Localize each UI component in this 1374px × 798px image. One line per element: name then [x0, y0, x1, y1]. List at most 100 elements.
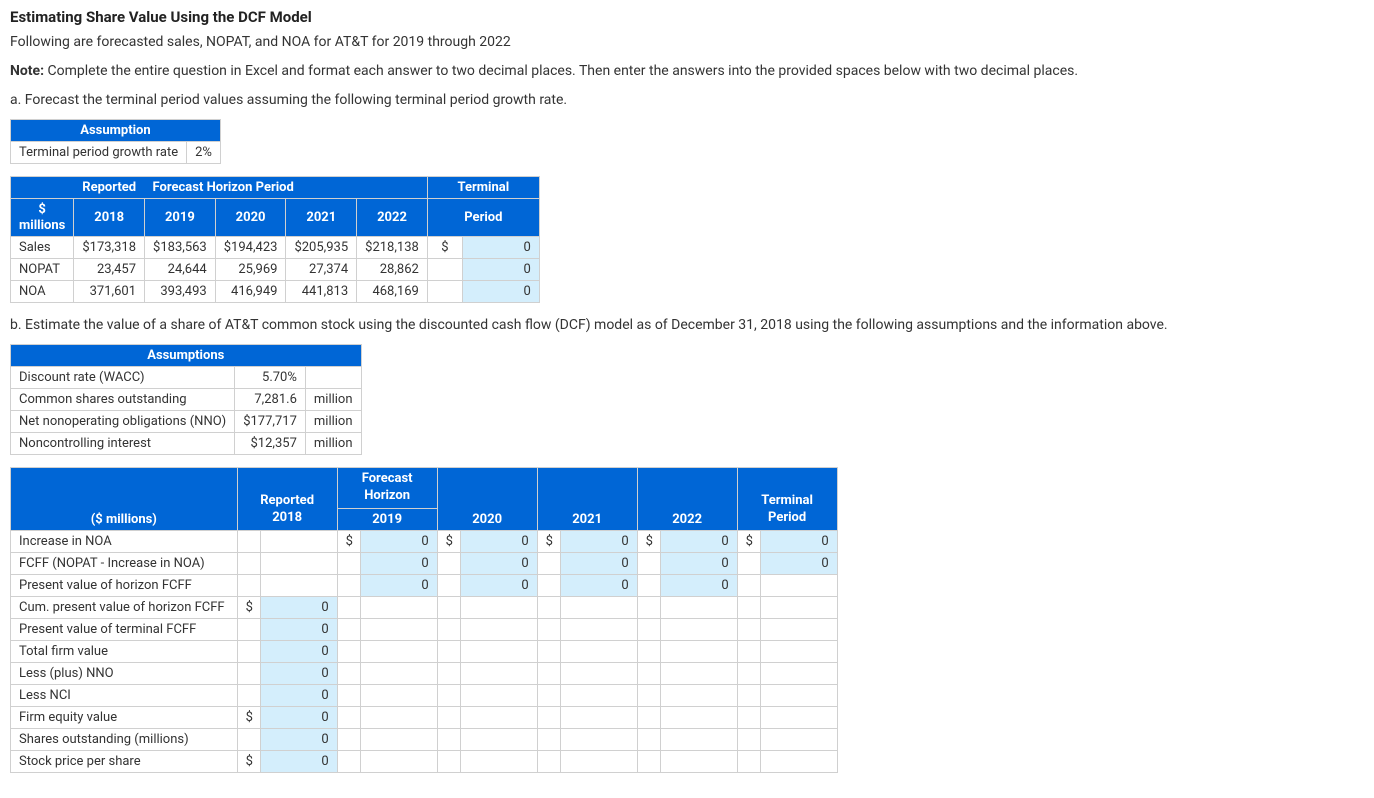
fc-sales-2021: $205,935	[286, 237, 357, 259]
dcf-pvh-2021-input[interactable]: 0	[560, 574, 637, 596]
fc-2022: 2022	[357, 199, 428, 237]
a2-wacc-value: 5.70%	[235, 367, 306, 389]
fc-noa-dollar	[427, 281, 462, 303]
note-label: Note:	[10, 63, 44, 79]
fc-sales-2020: $194,423	[215, 237, 286, 259]
dcf-so-2018-input[interactable]: 0	[260, 728, 337, 750]
intro-text: Following are forecasted sales, NOPAT, a…	[10, 32, 1364, 53]
dcf-pvh-2020-input[interactable]: 0	[460, 574, 537, 596]
a2-nno-label: Net nonoperating obligations (NNO)	[11, 411, 235, 433]
dcf-fcff-2020-input[interactable]: 0	[460, 552, 537, 574]
dcf-fcff-2019-input[interactable]: 0	[360, 552, 437, 574]
dcf-sps-label: Stock price per share	[11, 750, 238, 772]
fc-sales-dollar: $	[427, 237, 462, 259]
dcf-incnoa-label: Increase in NOA	[11, 530, 238, 552]
fc-noa-terminal-input[interactable]: 0	[462, 281, 539, 303]
dcf-incnoa-2019-input[interactable]: 0	[360, 530, 437, 552]
a2-shares-unit: million	[305, 389, 361, 411]
dcf-sps-2018-input[interactable]: 0	[260, 750, 337, 772]
dcf-pvt-2018-input[interactable]: 0	[260, 618, 337, 640]
a2-nno-value: $177,717	[235, 411, 306, 433]
a2-wacc-unit	[305, 367, 361, 389]
dollar-sign: $	[737, 530, 760, 552]
fc-h-blank1	[11, 177, 74, 199]
fc-2018: 2018	[74, 199, 145, 237]
table-row: FCFF (NOPAT - Increase in NOA) 0 0 0 0 0	[11, 552, 838, 574]
note-text: Complete the entire question in Excel an…	[44, 63, 1078, 79]
table-row: Less NCI 0	[11, 684, 838, 706]
table-row: Discount rate (WACC) 5.70%	[11, 367, 362, 389]
dcf-fcff-2021-input[interactable]: 0	[560, 552, 637, 574]
dcf-h-reported: Reported2018	[237, 468, 337, 531]
dcf-incnoa-2020-input[interactable]: 0	[460, 530, 537, 552]
dcf-pvh-2022-input[interactable]: 0	[660, 574, 737, 596]
dollar-sign: $	[637, 530, 660, 552]
fc-2021: 2021	[286, 199, 357, 237]
dollar-sign: $	[537, 530, 560, 552]
fc-nopat-label: NOPAT	[11, 259, 74, 281]
dcf-lnno-label: Less (plus) NNO	[11, 662, 238, 684]
fc-period: Period	[427, 199, 539, 237]
a2-nno-unit: million	[305, 411, 361, 433]
table-row: Stock price per share $0	[11, 750, 838, 772]
dollar-sign: $	[237, 596, 260, 618]
fc-h-reported: Reported	[74, 177, 145, 199]
table-row: Increase in NOA $0 $0 $0 $0 $0	[11, 530, 838, 552]
fc-noa-2021: 441,813	[286, 281, 357, 303]
assumption1-header: Assumption	[11, 120, 221, 142]
dcf-h-forecast: ForecastHorizon	[337, 468, 437, 509]
fc-nopat-2018: 23,457	[74, 259, 145, 281]
fc-h-forecast: Forecast Horizon Period	[145, 177, 428, 199]
dcf-incnoa-2021-input[interactable]: 0	[560, 530, 637, 552]
assumption-table-2: Assumptions Discount rate (WACC) 5.70% C…	[10, 344, 362, 455]
dcf-lnci-label: Less NCI	[11, 684, 238, 706]
dcf-lnno-2018-input[interactable]: 0	[260, 662, 337, 684]
fc-2019: 2019	[145, 199, 216, 237]
assumption2-header: Assumptions	[11, 345, 362, 367]
dcf-fcff-term-input[interactable]: 0	[760, 552, 837, 574]
fc-h-terminal: Terminal	[427, 177, 539, 199]
a2-shares-value: 7,281.6	[235, 389, 306, 411]
assumption-table-1: Assumption Terminal period growth rate 2…	[10, 119, 221, 164]
table-row: Shares outstanding (millions) 0	[11, 728, 838, 750]
fc-nopat-terminal-input[interactable]: 0	[462, 259, 539, 281]
dcf-fcff-label: FCFF (NOPAT - Increase in NOA)	[11, 552, 238, 574]
dcf-h-2021: 2021	[537, 468, 637, 531]
fc-nopat-dollar	[427, 259, 462, 281]
dcf-fcff-2022-input[interactable]: 0	[660, 552, 737, 574]
dcf-h-terminal: TerminalPeriod	[737, 468, 837, 531]
table-row: Present value of horizon FCFF 0 0 0 0	[11, 574, 838, 596]
fc-sales-terminal-input[interactable]: 0	[462, 237, 539, 259]
table-row: Sales $173,318 $183,563 $194,423 $205,93…	[11, 237, 540, 259]
table-row: Common shares outstanding 7,281.6 millio…	[11, 389, 362, 411]
dcf-h-2019: 2019	[337, 508, 437, 530]
dcf-h-2022: 2022	[637, 468, 737, 531]
dcf-pvh-label: Present value of horizon FCFF	[11, 574, 238, 596]
dollar-sign: $	[237, 750, 260, 772]
fc-noa-2022: 468,169	[357, 281, 428, 303]
assumption1-value: 2%	[187, 142, 221, 164]
table-row: Total firm value 0	[11, 640, 838, 662]
a2-shares-label: Common shares outstanding	[11, 389, 235, 411]
fc-sales-2018: $173,318	[74, 237, 145, 259]
fc-nopat-2019: 24,644	[145, 259, 216, 281]
fc-sales-label: Sales	[11, 237, 74, 259]
page-title: Estimating Share Value Using the DCF Mod…	[10, 8, 1364, 26]
dcf-pvh-2019-input[interactable]: 0	[360, 574, 437, 596]
dcf-h-unit: ($ millions)	[11, 468, 238, 531]
dcf-lnci-2018-input[interactable]: 0	[260, 684, 337, 706]
dcf-incnoa-2022-input[interactable]: 0	[660, 530, 737, 552]
table-row: Less (plus) NNO 0	[11, 662, 838, 684]
dcf-feq-label: Firm equity value	[11, 706, 238, 728]
part-b-text: b. Estimate the value of a share of AT&T…	[10, 315, 1364, 336]
table-row: Firm equity value $0	[11, 706, 838, 728]
dcf-incnoa-term-input[interactable]: 0	[760, 530, 837, 552]
dcf-tfv-2018-input[interactable]: 0	[260, 640, 337, 662]
assumption1-label: Terminal period growth rate	[11, 142, 187, 164]
dcf-cumpv-label: Cum. present value of horizon FCFF	[11, 596, 238, 618]
fc-noa-2020: 416,949	[215, 281, 286, 303]
dcf-cumpv-2018-input[interactable]: 0	[260, 596, 337, 618]
dollar-sign: $	[437, 530, 460, 552]
a2-nci-label: Noncontrolling interest	[11, 433, 235, 455]
dcf-feq-2018-input[interactable]: 0	[260, 706, 337, 728]
